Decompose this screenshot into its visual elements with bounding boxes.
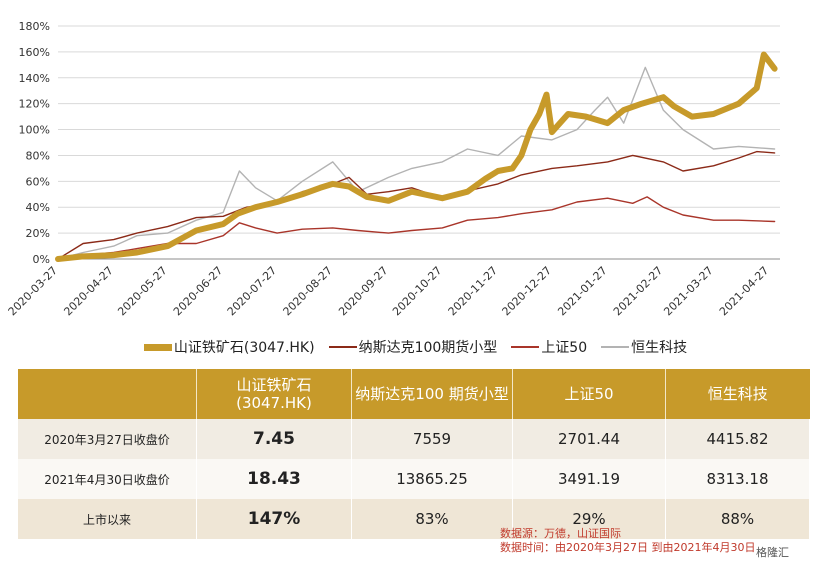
x-tick-label: 2020-05-27 bbox=[115, 264, 169, 318]
x-tick-label: 2020-11-27 bbox=[446, 264, 500, 318]
y-tick-label: 120% bbox=[19, 98, 50, 111]
table-cell: 7559 bbox=[351, 419, 513, 459]
series-line bbox=[55, 51, 778, 262]
table-row: 2020年3月27日收盘价 7.45 7559 2701.44 4415.82 bbox=[18, 419, 810, 459]
source-line: 数据时间：由2020年3月27日 到由2021年4月30日 bbox=[500, 541, 756, 554]
x-tick-label: 2021-02-27 bbox=[611, 264, 665, 318]
y-tick-label: 140% bbox=[19, 72, 50, 85]
x-tick-label: 2020-12-27 bbox=[500, 264, 554, 318]
source-line: 数据源：万德，山证国际 bbox=[500, 527, 621, 540]
y-tick-label: 180% bbox=[19, 20, 50, 33]
series-line bbox=[57, 150, 776, 260]
table-cell: 3491.19 bbox=[512, 459, 666, 499]
table-row: 2021年4月30日收盘价 18.43 13865.25 3491.19 831… bbox=[18, 459, 810, 499]
legend-item-iron-ore: 山证铁矿石(3047.HK) bbox=[143, 337, 315, 357]
legend-item-nasdaq: 纳斯达克100期货小型 bbox=[328, 337, 498, 357]
table-cell: 7.45 bbox=[196, 419, 352, 459]
table-cell: 147% bbox=[196, 499, 352, 539]
x-tick-label: 2021-01-27 bbox=[555, 264, 609, 318]
line-chart: 0% 20% 40% 60% 80% 100% 120% 140% 160% 180% 2020-0… bbox=[6, 20, 780, 318]
legend-swatch bbox=[328, 346, 357, 348]
y-tick-label: 0% bbox=[33, 253, 50, 266]
x-tick-label: 2020-06-27 bbox=[171, 264, 225, 318]
table-header-cell bbox=[18, 369, 197, 419]
table-cell: 上市以来 bbox=[18, 499, 197, 539]
y-tick-label: 80% bbox=[26, 149, 50, 162]
x-tick-label: 2020-04-27 bbox=[61, 264, 115, 318]
legend-label: 恒生科技 bbox=[631, 340, 688, 356]
table-cell: 83% bbox=[351, 499, 513, 539]
table-header-row: 山证铁矿石 (3047.HK) 纳斯达克100 期货小型 上证50 恒生科技 bbox=[18, 369, 810, 419]
y-tick-label: 40% bbox=[26, 201, 50, 214]
table-row: 上市以来 147% 83% 29% 88% bbox=[18, 499, 810, 539]
data-source-note: 数据源：万德，山证国际 数据时间：由2020年3月27日 到由2021年4月30… bbox=[500, 527, 755, 555]
watermark-logo: 格隆汇 bbox=[756, 546, 789, 559]
x-tick-label: 2020-07-27 bbox=[225, 264, 279, 318]
y-tick-label: 60% bbox=[26, 175, 50, 188]
legend-label: 山证铁矿石(3047.HK) bbox=[173, 340, 315, 356]
table-cell: 13865.25 bbox=[351, 459, 513, 499]
legend-label: 上证50 bbox=[541, 340, 588, 356]
y-tick-label: 20% bbox=[26, 227, 50, 240]
series-line bbox=[57, 196, 776, 260]
x-tick-label: 2020-10-27 bbox=[390, 264, 444, 318]
table-cell: 88% bbox=[665, 499, 810, 539]
table-cell: 18.43 bbox=[196, 459, 352, 499]
y-tick-label: 160% bbox=[19, 46, 50, 59]
table-cell: 2020年3月27日收盘价 bbox=[18, 419, 197, 459]
legend-swatch bbox=[511, 346, 540, 348]
table-header-cell: 恒生科技 bbox=[665, 369, 810, 419]
x-tick-label: 2020-09-27 bbox=[336, 264, 390, 318]
summary-table: 山证铁矿石 (3047.HK) 纳斯达克100 期货小型 上证50 恒生科技 2… bbox=[18, 369, 810, 539]
legend-swatch bbox=[601, 346, 630, 348]
table-header-cell: 上证50 bbox=[512, 369, 666, 419]
table-cell: 4415.82 bbox=[665, 419, 810, 459]
legend-item-hstech: 恒生科技 bbox=[601, 337, 687, 357]
table-header-cell: 山证铁矿石 (3047.HK) bbox=[196, 369, 352, 419]
legend-swatch bbox=[143, 343, 172, 351]
table-cell: 2021年4月30日收盘价 bbox=[18, 459, 197, 499]
legend-label: 纳斯达克100期货小型 bbox=[358, 340, 498, 356]
x-tick-label: 2021-03-27 bbox=[661, 264, 715, 318]
table-header-cell: 纳斯达克100 期货小型 bbox=[351, 369, 513, 419]
series-line bbox=[57, 66, 776, 260]
legend-item-sse50: 上证50 bbox=[511, 337, 587, 357]
y-tick-label: 100% bbox=[19, 124, 50, 137]
table-cell: 8313.18 bbox=[665, 459, 810, 499]
table-cell: 2701.44 bbox=[512, 419, 666, 459]
chart-legend: 山证铁矿石(3047.HK) 纳斯达克100期货小型 上证50 恒生科技 bbox=[0, 337, 831, 359]
x-tick-label: 2021-04-27 bbox=[717, 264, 771, 318]
x-tick-label: 2020-03-27 bbox=[6, 264, 60, 318]
x-tick-label: 2020-08-27 bbox=[281, 264, 335, 318]
table-cell: 29% bbox=[512, 499, 666, 539]
